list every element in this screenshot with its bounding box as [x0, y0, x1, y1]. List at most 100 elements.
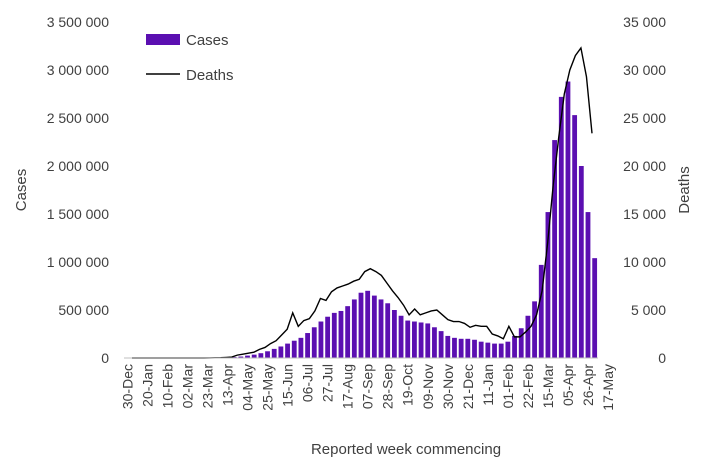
x-axis-ticks: 30-Dec 20-Jan 10-Feb 02-Mar 23-Mar 13-Apr 04-M…: [119, 364, 616, 411]
cases-bar: [578, 166, 584, 358]
cases-bar: [378, 299, 384, 358]
x-axis-tick-label: 07-Sep: [360, 364, 376, 409]
cases-bar: [485, 342, 491, 358]
right-axis-tick-label: 15 000: [623, 206, 666, 222]
x-axis-title: Reported week commencing: [311, 441, 501, 458]
cases-bar: [498, 343, 504, 358]
cases-bar: [472, 339, 477, 358]
cases-bar: [331, 312, 337, 358]
cases-bar: [238, 356, 244, 358]
cases-bar: [271, 348, 277, 358]
x-axis-tick-label: 09-Nov: [420, 364, 436, 409]
right-axis-title: Deaths: [676, 166, 693, 214]
left-axis-tick-label: 1 500 000: [47, 206, 109, 222]
cases-bar: [458, 338, 464, 358]
x-axis-tick-label: 25-May: [260, 364, 276, 411]
cases-bar: [371, 295, 377, 358]
cases-bar: [545, 212, 551, 358]
x-axis-tick-label: 27-Jul: [320, 364, 336, 402]
x-axis-tick-label: 05-Apr: [560, 364, 576, 406]
cases-bar: [345, 306, 351, 358]
right-axis-ticks: 0 5 000 10 000 15 000 20 000 25 000 30 000 35 0…: [623, 14, 666, 366]
x-axis-tick-label: 06-Jul: [300, 364, 316, 402]
left-axis-title: Cases: [13, 169, 30, 212]
cases-bar: [445, 335, 451, 358]
cases-bar: [318, 321, 324, 358]
cases-bar: [425, 323, 431, 358]
right-axis-tick-label: 10 000: [623, 254, 666, 270]
cases-bar: [338, 310, 344, 358]
cases-bar: [592, 258, 598, 358]
right-axis-tick-label: 25 000: [623, 110, 666, 126]
cases-bar: [265, 351, 270, 358]
cases-bar: [452, 337, 457, 358]
x-axis-tick-label: 26-Apr: [580, 364, 596, 406]
cases-bar: [552, 140, 558, 358]
legend-cases-label: Cases: [186, 32, 229, 49]
cases-bar: [291, 340, 297, 358]
cases-bar: [585, 212, 591, 358]
right-axis-tick-label: 0: [658, 350, 666, 366]
legend-cases-swatch: [146, 34, 180, 45]
x-axis-tick-label: 19-Oct: [400, 364, 416, 406]
cases-bar: [432, 327, 437, 358]
cases-bar: [398, 315, 404, 358]
cases-bar: [311, 327, 317, 358]
left-axis-tick-label: 3 000 000: [47, 62, 109, 78]
left-axis-tick-label: 3 500 000: [47, 14, 109, 30]
x-axis-tick-label: 02-Mar: [179, 364, 195, 409]
cases-bar: [365, 290, 371, 358]
cases-bar: [298, 337, 304, 358]
cases-bar: [251, 354, 257, 358]
left-axis-tick-label: 2 000 000: [47, 158, 109, 174]
x-axis-tick-label: 17-May: [600, 364, 616, 411]
cases-bar: [538, 264, 544, 358]
left-axis-tick-label: 500 000: [58, 302, 109, 318]
cases-bar: [492, 343, 497, 358]
cases-bar: [512, 335, 517, 358]
cases-bar: [478, 341, 484, 358]
cases-bar: [465, 338, 471, 358]
cases-bar: [558, 96, 564, 358]
x-axis-tick-label: 04-May: [240, 364, 256, 411]
x-axis-tick-label: 23-Mar: [199, 364, 215, 409]
cases-bar: [325, 316, 331, 358]
cases-bar: [438, 331, 444, 358]
cases-bars: [218, 81, 598, 359]
x-axis-tick-label: 30-Dec: [119, 364, 135, 409]
x-axis-tick-label: 10-Feb: [159, 364, 175, 409]
x-axis-tick-label: 28-Sep: [380, 364, 396, 409]
cases-bar: [285, 343, 290, 358]
x-axis-tick-label: 30-Nov: [440, 364, 456, 409]
x-axis-tick-label: 15-Mar: [540, 364, 556, 409]
cases-bar: [278, 346, 284, 358]
cases-bar: [525, 315, 531, 358]
left-axis-tick-label: 2 500 000: [47, 110, 109, 126]
legend-deaths-label: Deaths: [186, 67, 234, 84]
left-axis-ticks: 0 500 000 1 000 000 1 500 000 2 000 000 2 500…: [47, 14, 110, 366]
cases-bar: [505, 341, 511, 358]
cases-bar: [358, 292, 364, 358]
cases-bar: [565, 81, 571, 359]
x-axis-tick-label: 22-Feb: [520, 364, 536, 409]
cases-bar: [245, 355, 250, 358]
cases-bar: [385, 303, 391, 358]
cases-bar: [418, 322, 424, 358]
x-axis-tick-label: 17-Aug: [340, 364, 356, 409]
legend: Cases Deaths: [146, 32, 234, 84]
cases-bar: [351, 299, 357, 358]
x-axis-tick-label: 01-Feb: [500, 364, 516, 409]
cases-bar: [305, 333, 310, 358]
right-axis-tick-label: 5 000: [631, 302, 666, 318]
right-axis-tick-label: 30 000: [623, 62, 666, 78]
x-axis-tick-label: 21-Dec: [460, 364, 476, 409]
right-axis-tick-label: 20 000: [623, 158, 666, 174]
cases-bar: [572, 115, 578, 359]
cases-bar: [405, 320, 411, 358]
x-axis-tick-label: 15-Jun: [280, 364, 296, 407]
cases-bar: [518, 328, 524, 358]
cases-bar: [532, 301, 537, 358]
left-axis-tick-label: 0: [101, 350, 109, 366]
x-axis-tick-label: 13-Apr: [219, 364, 235, 406]
